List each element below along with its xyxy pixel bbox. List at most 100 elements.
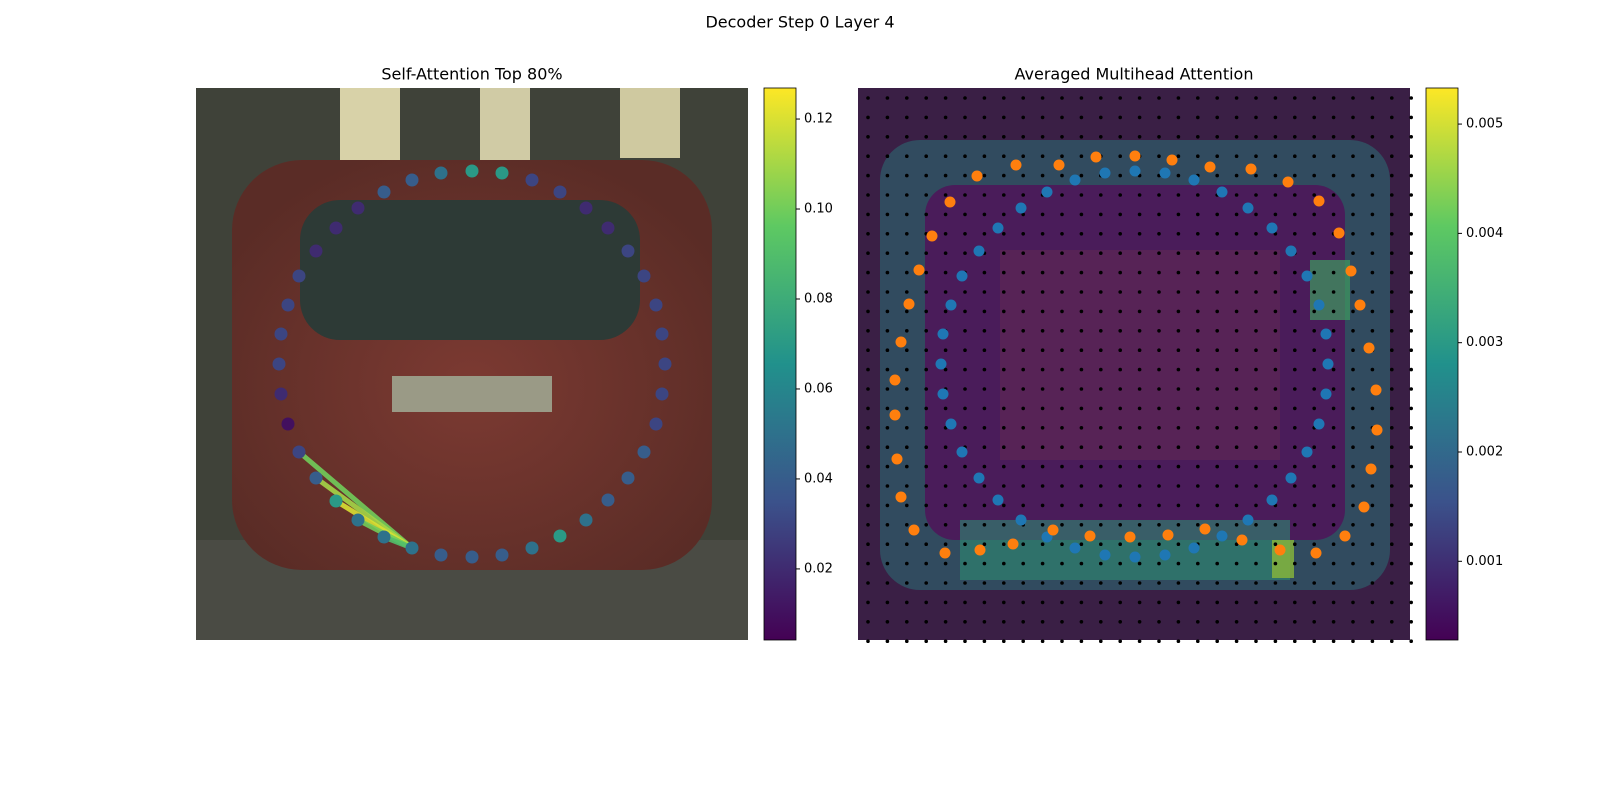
grid-dot [1118, 406, 1122, 411]
grid-dot [1157, 581, 1161, 585]
grid-dot [982, 561, 987, 566]
grid-dot [1099, 445, 1103, 450]
grid-dot [1118, 542, 1122, 546]
grid-dot [1176, 503, 1181, 508]
point [1313, 195, 1325, 207]
grid-dot [963, 135, 967, 139]
grid-dot [1351, 387, 1355, 391]
grid-dot [1196, 620, 1200, 624]
grid-dot [1312, 406, 1316, 411]
grid-dot [1215, 503, 1219, 508]
grid-dot [1293, 639, 1297, 643]
grid-dot [1293, 212, 1297, 217]
point [1345, 265, 1357, 277]
grid-dot [1254, 270, 1258, 275]
grid-dot [1273, 561, 1278, 566]
grid-dot [1273, 212, 1278, 217]
grid-dot [1002, 523, 1006, 527]
point [655, 387, 669, 401]
grid-dot [1370, 620, 1375, 624]
grid-dot [1215, 542, 1219, 546]
grid-dot [905, 270, 909, 275]
grid-dot [1331, 426, 1336, 430]
point [1015, 514, 1027, 526]
grid-dot [1079, 290, 1084, 294]
grid-dot [1060, 135, 1064, 139]
grid-dot [1215, 600, 1219, 605]
grid-dot [1273, 600, 1278, 605]
point [1166, 154, 1178, 166]
grid-dot [1137, 600, 1142, 605]
grid-dot [1293, 96, 1297, 100]
grid-dot [1254, 639, 1258, 643]
grid-dot [905, 639, 909, 643]
grid-dot [924, 309, 928, 314]
grid-dot [963, 154, 967, 158]
grid-dot [943, 367, 948, 372]
grid-dot [1273, 173, 1278, 178]
grid-dot [1060, 503, 1064, 508]
grid-dot [1409, 115, 1413, 120]
grid-dot [866, 406, 870, 411]
grid-dot [1021, 329, 1025, 333]
grid-dot [924, 600, 928, 605]
grid-dot [1002, 173, 1006, 178]
grid-dot [1293, 426, 1297, 430]
grid-dot [1370, 445, 1375, 450]
grid-dot [924, 290, 928, 294]
grid-dot [1176, 367, 1181, 372]
grid-dot [1215, 173, 1219, 178]
grid-dot [1390, 445, 1394, 450]
background-image [196, 88, 748, 640]
colorbar-tick-label: 0.003 [1466, 335, 1503, 350]
grid-dot [943, 620, 948, 624]
point [1371, 424, 1383, 436]
point [637, 445, 651, 459]
grid-dot [1409, 309, 1413, 314]
grid-dot [1234, 115, 1239, 120]
grid-dot [963, 426, 967, 430]
grid-dot [1040, 387, 1045, 391]
point [309, 471, 323, 485]
grid-dot [1021, 251, 1025, 255]
grid-dot [866, 426, 870, 430]
grid-dot [1040, 445, 1045, 450]
grid-dot [1409, 212, 1413, 217]
grid-dot [1157, 212, 1161, 217]
grid-dot [1196, 581, 1200, 585]
grid-dot [963, 251, 967, 255]
grid-dot [1002, 600, 1006, 605]
grid-dot [1060, 445, 1064, 450]
grid-dot [1002, 115, 1006, 120]
grid-dot [1137, 503, 1142, 508]
grid-dot [905, 309, 909, 314]
grid-dot [924, 581, 928, 585]
grid-dot [1390, 426, 1394, 430]
grid-dot [1196, 348, 1200, 353]
grid-dot [1370, 290, 1375, 294]
grid-dot [1137, 348, 1142, 353]
grid-dot [1312, 270, 1316, 275]
grid-dot [885, 348, 890, 353]
grid-dot [1137, 367, 1142, 372]
grid-dot [1234, 135, 1239, 139]
grid-dot [1196, 96, 1200, 100]
grid-dot [1021, 348, 1025, 353]
point [601, 221, 615, 235]
grid-dot [866, 445, 870, 450]
grid-dot [1234, 96, 1239, 100]
grid-dot [866, 270, 870, 275]
grid-dot [885, 639, 890, 643]
point [1129, 150, 1141, 162]
grid-dot [1254, 581, 1258, 585]
grid-dot [1273, 406, 1278, 411]
grid-dot [866, 523, 870, 527]
grid-dot [1254, 484, 1258, 488]
point [1358, 501, 1370, 513]
grid-dot [1331, 464, 1336, 469]
grid-dot [1196, 309, 1200, 314]
grid-dot [1002, 367, 1006, 372]
grid-dot [1234, 503, 1239, 508]
grid-dot [1157, 387, 1161, 391]
point [495, 548, 509, 562]
